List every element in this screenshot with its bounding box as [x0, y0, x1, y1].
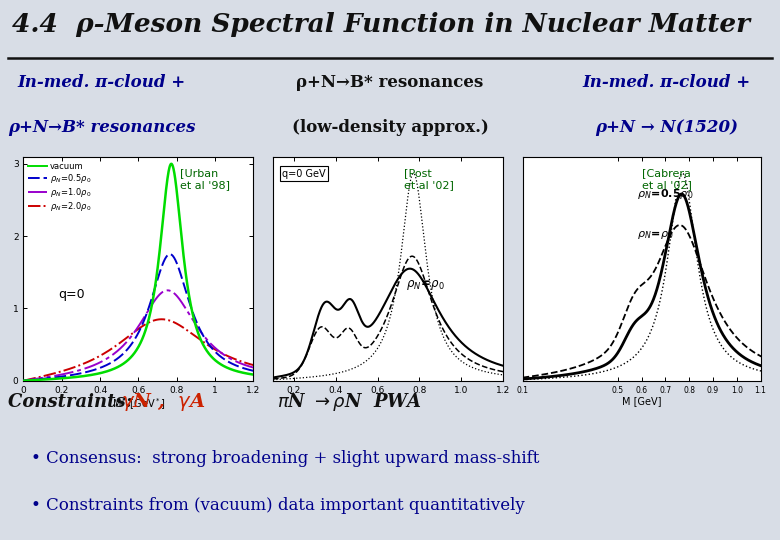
- Text: 4.4  ρ-Meson Spectral Function in Nuclear Matter: 4.4 ρ-Meson Spectral Function in Nuclear…: [12, 12, 750, 37]
- Text: ρ+N → N(1520): ρ+N → N(1520): [595, 118, 739, 136]
- Text: $\pi$N $\rightarrow\rho$N  PWA: $\pi$N $\rightarrow\rho$N PWA: [277, 392, 422, 413]
- Text: In-med. π-cloud +: In-med. π-cloud +: [17, 73, 186, 91]
- Text: (low-density approx.): (low-density approx.): [292, 118, 488, 136]
- Text: [Post
et al '02]: [Post et al '02]: [404, 168, 454, 190]
- Text: $\boldsymbol{\rho_N\!=\!\rho_0}$: $\boldsymbol{\rho_N\!=\!\rho_0}$: [406, 278, 445, 292]
- Legend: vacuum, $\rho_N\!=\!0.5\rho_0$, $\rho_N\!=\!1.0\rho_0$, $\rho_N\!=\!2.0\rho_0$: vacuum, $\rho_N\!=\!0.5\rho_0$, $\rho_N\…: [27, 161, 92, 214]
- Text: $\gamma$N ,  $\gamma$A: $\gamma$N , $\gamma$A: [121, 392, 205, 413]
- Text: ρ+N→B* resonances: ρ+N→B* resonances: [8, 118, 195, 136]
- Text: [Cabrera
et al '02]: [Cabrera et al '02]: [642, 168, 691, 190]
- Text: Constraints:: Constraints:: [8, 393, 138, 411]
- Text: q=0: q=0: [58, 288, 84, 301]
- Text: • Consensus:  strong broadening + slight upward mass-shift: • Consensus: strong broadening + slight …: [31, 450, 540, 467]
- Text: ρ+N→B* resonances: ρ+N→B* resonances: [296, 73, 484, 91]
- X-axis label: M [GeV]: M [GeV]: [622, 396, 661, 406]
- Text: q=0 GeV: q=0 GeV: [282, 169, 326, 179]
- Text: In-med. π-cloud +: In-med. π-cloud +: [583, 73, 751, 91]
- Text: [Urban
et al '98]: [Urban et al '98]: [180, 168, 230, 190]
- X-axis label: M$^*$ [GeV$^*$]: M$^*$ [GeV$^*$]: [112, 396, 165, 411]
- Text: • Constraints from (vacuum) data important quantitatively: • Constraints from (vacuum) data importa…: [31, 497, 525, 515]
- Text: $\boldsymbol{\rho_N\!=\!\rho_0}$: $\boldsymbol{\rho_N\!=\!\rho_0}$: [636, 230, 673, 241]
- Text: $\boldsymbol{\rho_N\!=\!0.5\rho_0}$: $\boldsymbol{\rho_N\!=\!0.5\rho_0}$: [636, 187, 693, 201]
